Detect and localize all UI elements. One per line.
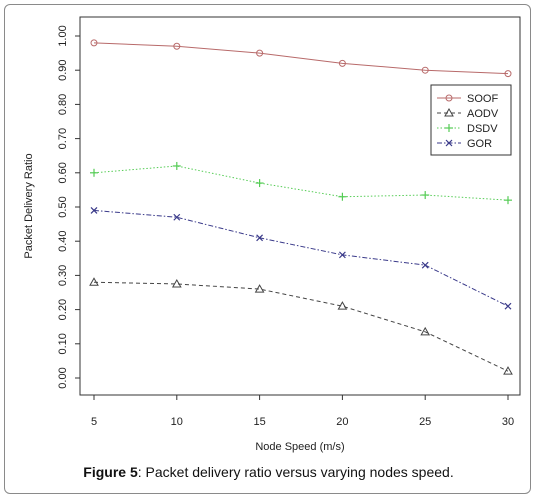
legend-label: DSDV	[467, 123, 498, 135]
data-point-aodv	[420, 326, 431, 336]
y-tick-label: 0.30	[57, 265, 69, 286]
x-tick-label: 10	[171, 416, 183, 428]
data-point-soof	[173, 42, 181, 50]
y-tick-label: 0.10	[57, 333, 69, 354]
legend-label: SOOF	[467, 93, 498, 105]
series-line-soof	[93, 42, 509, 75]
series-layer	[89, 39, 513, 375]
figure-frame	[4, 4, 531, 494]
data-point-gor	[421, 261, 429, 269]
legend-marker	[445, 94, 453, 102]
y-tick-label: 0.00	[57, 367, 69, 388]
legend-marker	[445, 139, 453, 147]
series-line-gor	[93, 209, 509, 307]
data-point-aodv	[254, 284, 265, 293]
data-point-soof	[504, 70, 512, 78]
y-tick-label: 0.50	[57, 196, 69, 217]
data-point-gor	[90, 206, 98, 214]
x-tick-label: 5	[91, 416, 97, 428]
y-tick-label: 0.20	[57, 299, 69, 320]
y-tick-label: 0.90	[57, 59, 69, 80]
data-point-gor	[504, 302, 512, 310]
data-point-aodv	[503, 366, 513, 375]
y-tick-label: 0.70	[57, 128, 69, 149]
line-chart: 0.00 0.10 0.20 0.30 0.40 0.50 0.60 0.70 0.80 0.90…	[23, 16, 521, 453]
series-line-dsdv	[93, 165, 509, 201]
y-tick-label: 0.40	[57, 230, 69, 251]
data-point-dsdv	[90, 168, 98, 177]
data-point-gor	[173, 213, 181, 221]
figure-caption: Figure 5: Packet delivery ratio versus v…	[0, 464, 537, 480]
legend-label: GOR	[467, 138, 492, 150]
x-axis-title: Node Speed (m/s)	[255, 441, 344, 453]
y-axis: 0.00 0.10 0.20 0.30 0.40 0.50 0.60 0.70 0.80 0.90…	[57, 25, 80, 389]
data-point-aodv	[89, 277, 99, 286]
data-point-aodv	[337, 301, 348, 310]
data-point-gor	[338, 251, 346, 259]
data-point-dsdv	[172, 161, 181, 170]
data-point-dsdv	[338, 192, 347, 201]
x-tick-label: 30	[502, 416, 514, 428]
data-point-soof	[338, 59, 346, 67]
series-line-aodv	[93, 281, 509, 372]
data-point-soof	[421, 66, 429, 74]
legend: SOOF AODV DSDV GOR	[430, 84, 512, 156]
data-point-aodv	[171, 278, 182, 288]
legend-marker	[445, 124, 453, 132]
data-point-dsdv	[421, 191, 430, 200]
caption-text: : Packet delivery ratio versus varying n…	[137, 464, 454, 480]
y-tick-label: 1.00	[57, 25, 69, 46]
y-tick-label: 0.60	[57, 162, 69, 183]
data-point-dsdv	[504, 196, 512, 205]
x-tick-label: 20	[336, 416, 348, 428]
x-axis: 5 10 15 20 25 30	[91, 395, 514, 428]
data-point-gor	[256, 234, 264, 242]
plot-area	[79, 16, 521, 396]
legend-marker	[444, 107, 454, 117]
data-point-dsdv	[255, 179, 264, 188]
y-axis-title: Packet Delivery Ratio	[23, 153, 35, 258]
x-tick-label: 25	[419, 416, 431, 428]
legend-label: AODV	[467, 108, 499, 120]
data-point-soof	[90, 39, 98, 47]
caption-label: Figure 5	[83, 464, 138, 480]
data-point-soof	[256, 49, 264, 57]
y-tick-label: 0.80	[57, 94, 69, 115]
x-tick-label: 15	[253, 416, 265, 428]
